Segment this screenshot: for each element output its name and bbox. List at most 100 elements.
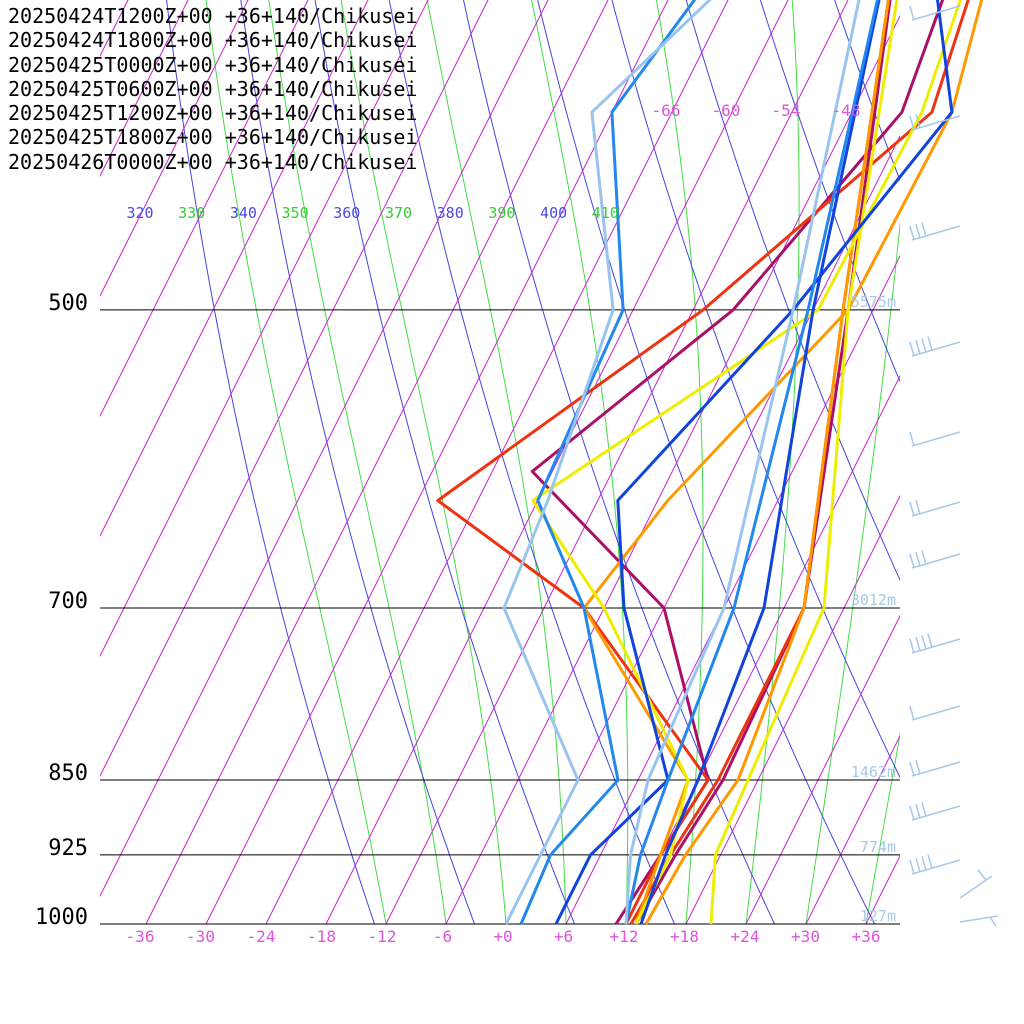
wind-barb-feather xyxy=(915,339,921,355)
temperature-line xyxy=(639,0,881,925)
wind-barb-feather xyxy=(921,802,927,817)
wind-barb xyxy=(909,550,961,569)
dry-adiabat-line xyxy=(314,0,576,924)
wind-barb-feather xyxy=(909,805,915,821)
pressure-label: 850 xyxy=(48,761,88,786)
isotherm-line xyxy=(926,0,1024,924)
isotherm-label: -60 xyxy=(712,101,741,120)
isotherm-line xyxy=(986,0,1024,924)
wind-barb-feather xyxy=(977,869,987,881)
temperature-line xyxy=(624,0,879,925)
isotherm-line xyxy=(505,134,900,924)
temperature-tick-label: -12 xyxy=(368,927,397,946)
isotherm-line xyxy=(100,0,369,538)
temperature-tick-label: +12 xyxy=(610,927,639,946)
temperature-tick-label: -30 xyxy=(186,927,215,946)
wind-barb-feather xyxy=(921,222,927,237)
moist-adiabat-line xyxy=(865,732,900,924)
temperature-tick-label: -36 xyxy=(126,927,155,946)
wind-barb-feather xyxy=(915,113,921,129)
theta-label: 330 xyxy=(178,204,205,222)
wind-barb-staff xyxy=(959,875,993,899)
dewpoint-line xyxy=(582,0,984,925)
wind-barb xyxy=(909,705,961,721)
wind-barb-feather xyxy=(927,633,933,648)
wind-barb-feather xyxy=(909,761,915,777)
wind-barb-feather xyxy=(915,223,921,239)
legend-item: 20250426T0000Z+00 +36+140/Chikusei xyxy=(8,149,418,174)
wind-barb-feather xyxy=(909,431,915,447)
isobars xyxy=(100,309,900,925)
pressure-label: 700 xyxy=(48,589,88,614)
isotherm-line xyxy=(100,0,429,658)
isotherm-line xyxy=(100,0,489,778)
wind-barb-staff xyxy=(911,431,961,447)
axis-labels: 10016370m15013840m20011953m25010428m3009… xyxy=(35,101,896,946)
wind-barb xyxy=(909,431,961,447)
isotherms xyxy=(100,0,1024,924)
temperature-tick-label: +18 xyxy=(670,927,699,946)
wind-barb-feather xyxy=(915,551,921,567)
dry-adiabat-line xyxy=(240,0,476,924)
theta-label: 370 xyxy=(385,204,412,222)
legend-item: 20250425T0000Z+00 +36+140/Chikusei xyxy=(8,52,418,77)
wind-barb xyxy=(909,633,961,654)
isotherm-line xyxy=(205,0,669,924)
theta-label: 380 xyxy=(437,204,464,222)
temperature-tick-label: +6 xyxy=(554,927,573,946)
wind-barb-feather xyxy=(915,759,921,775)
wind-barb-feather xyxy=(909,501,915,517)
temperature-tick-label: +36 xyxy=(852,927,881,946)
dewpoint-line xyxy=(436,0,970,925)
wind-barb-feather xyxy=(921,550,927,565)
isotherm-label: -48 xyxy=(832,101,861,120)
temperature-line xyxy=(634,0,892,925)
temperature-line xyxy=(709,0,899,925)
dewpoint-line xyxy=(531,0,962,925)
isotherm-line xyxy=(145,0,609,924)
wind-barb xyxy=(909,499,961,517)
isotherm-line xyxy=(865,854,900,924)
height-label: 1462m xyxy=(851,763,896,781)
wind-barb xyxy=(909,336,961,357)
isotherm-line xyxy=(325,0,789,924)
isotherm-line xyxy=(625,374,900,924)
wind-barb xyxy=(909,222,961,241)
wind-barb-feather xyxy=(927,854,933,869)
isotherm-line xyxy=(265,0,729,924)
wind-barb xyxy=(909,759,961,777)
temperature-tick-label: -6 xyxy=(433,927,452,946)
theta-label: 320 xyxy=(126,204,153,222)
dewpoint-line xyxy=(502,0,712,925)
dry-adiabat-line xyxy=(685,0,900,582)
isotherm-line xyxy=(385,0,849,924)
dry-adiabat-line xyxy=(837,0,1024,967)
wind-barb-feather xyxy=(909,341,915,357)
dry-adiabat-line xyxy=(611,0,900,779)
wind-barb-feather xyxy=(915,803,921,819)
profile-series xyxy=(436,0,984,925)
temperature-tick-label: +30 xyxy=(791,927,820,946)
legend: 20250424T1200Z+00 +36+140/Chikusei 20250… xyxy=(8,4,417,174)
temperature-tick-label: +0 xyxy=(493,927,512,946)
theta-label: 360 xyxy=(333,204,360,222)
wind-barb-feather xyxy=(909,859,915,875)
height-label: 127m xyxy=(860,907,896,925)
moist-adiabat-line xyxy=(745,0,800,924)
theta-label: 340 xyxy=(230,204,257,222)
wind-barb-feather xyxy=(909,5,915,21)
wind-barb-staff xyxy=(911,705,961,721)
wind-barb-feather xyxy=(909,705,915,721)
wind-barb-feather xyxy=(909,553,915,569)
wind-barb-feather xyxy=(909,225,915,241)
wind-barb-feather xyxy=(909,638,915,654)
isotherm-line xyxy=(445,14,900,924)
wind-barb xyxy=(909,113,961,131)
wind-barb-feather xyxy=(921,635,927,650)
moist-adiabat-line xyxy=(655,0,704,924)
isotherm-line xyxy=(100,0,549,898)
wind-barb-feather xyxy=(921,338,927,353)
isotherm-label: -66 xyxy=(652,101,681,120)
wind-barb-feather xyxy=(921,856,927,871)
wind-barb-staff xyxy=(911,5,961,21)
